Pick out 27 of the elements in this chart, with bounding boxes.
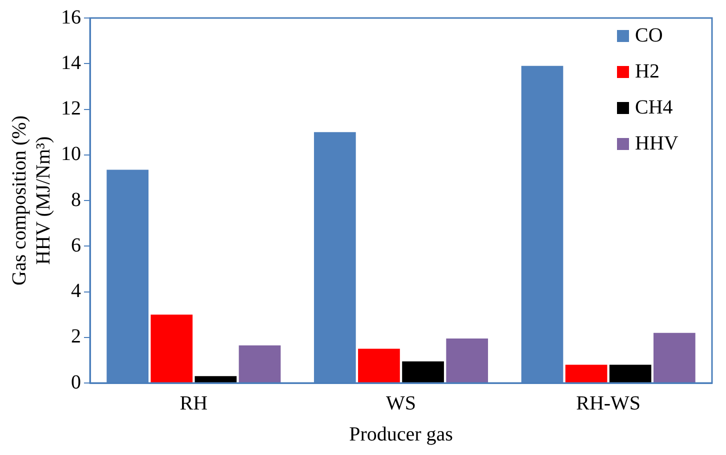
y-axis-title: Gas composition (%) HHV (MJ/Nm³): [8, 116, 54, 286]
y-tick-label: 12: [61, 98, 81, 120]
legend-label: CO: [635, 24, 663, 46]
y-tick-label: 14: [61, 52, 81, 74]
legend-label: HHV: [635, 132, 679, 154]
bar: [402, 361, 444, 382]
bar: [238, 345, 281, 382]
x-tick-label: RH-WS: [576, 392, 641, 414]
y-tick-label: 4: [71, 280, 81, 302]
y-tick-label: 10: [61, 143, 81, 166]
bar: [609, 364, 652, 382]
x-tick-label: RH: [180, 392, 208, 414]
y-tick-label: 16: [61, 6, 81, 28]
bar: [194, 376, 237, 382]
legend-label: H2: [635, 60, 660, 82]
y-tick-label: 2: [71, 326, 81, 348]
legend-label: CH4: [635, 96, 673, 118]
bar: [150, 314, 193, 382]
y-tick-label: 0: [71, 371, 81, 394]
x-axis-title: Producer gas: [349, 423, 454, 446]
bar: [358, 348, 400, 382]
bar: [565, 364, 608, 382]
bar: [653, 332, 696, 382]
y-tick-label: 8: [71, 188, 81, 211]
x-tick-label: WS: [386, 392, 416, 414]
bar: [446, 338, 488, 382]
y-tick-label: 6: [71, 234, 81, 256]
